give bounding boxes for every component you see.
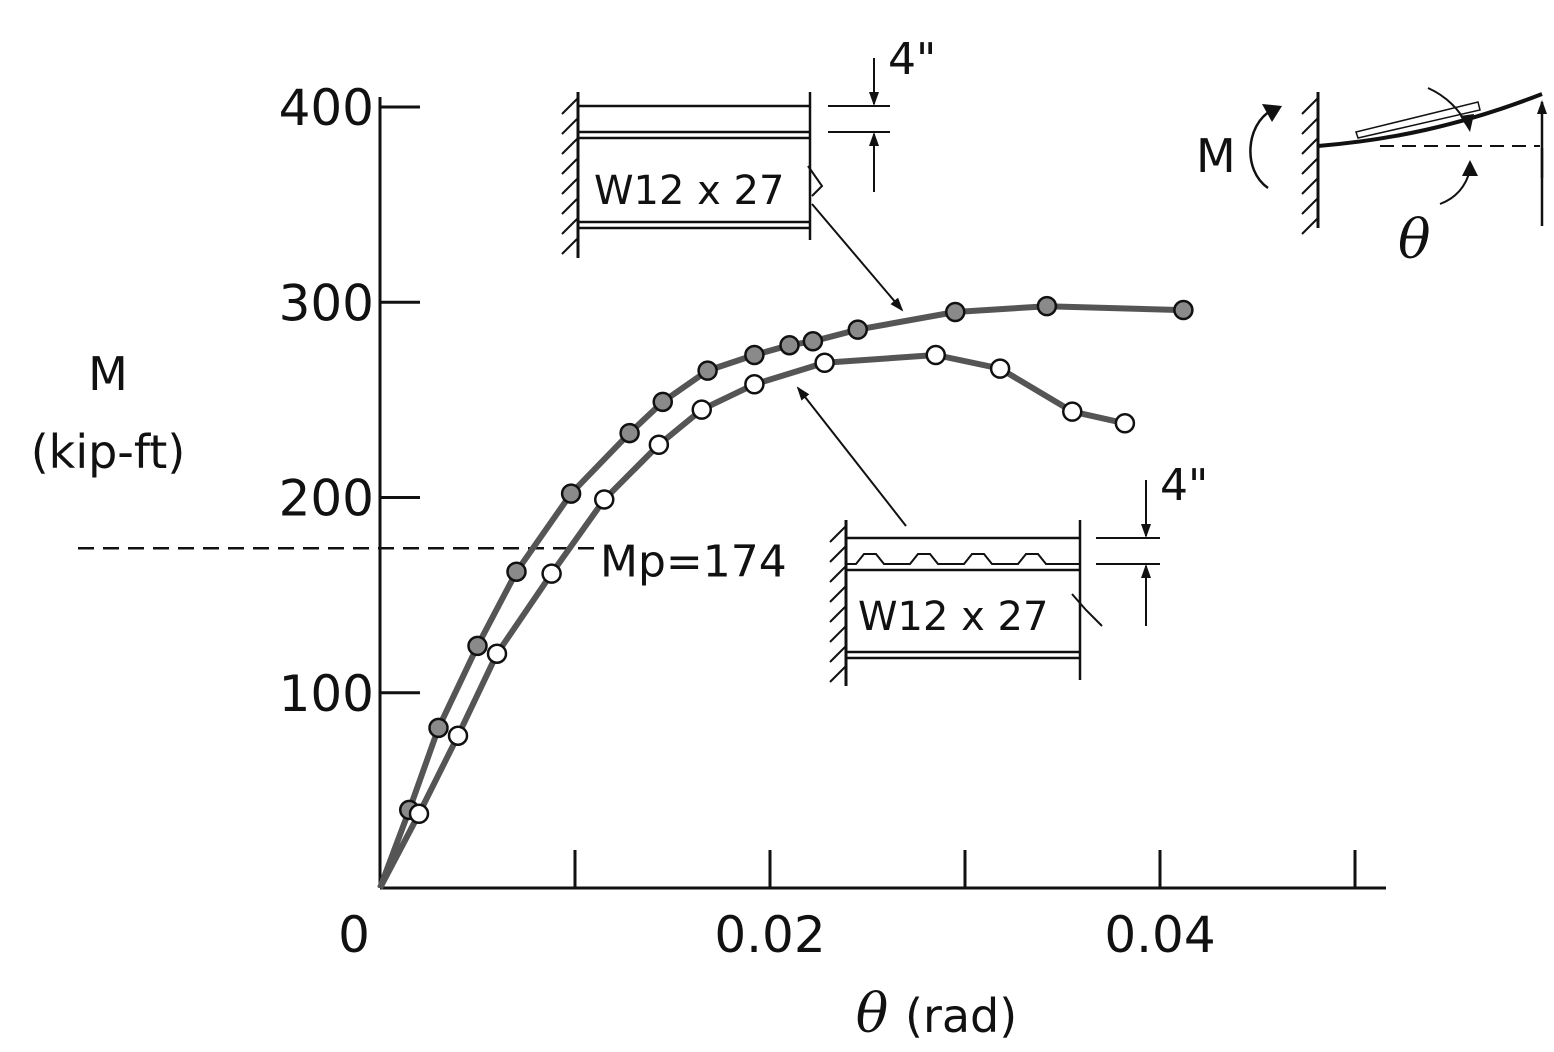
x-axis-label-unit: (rad) <box>905 989 1017 1043</box>
series-0-line <box>377 303 1184 890</box>
y-tick-label-2: 300 <box>279 274 374 332</box>
series-0 <box>377 295 1194 890</box>
section-diagram-ribbed-deck: 4" W12 x 27 <box>796 386 1208 686</box>
series-1-point-12 <box>1062 401 1083 422</box>
series-0-point-10 <box>779 334 800 356</box>
section-label-top: W12 x 27 <box>594 168 784 214</box>
series-0-point-5 <box>560 483 582 504</box>
series-1-point-11 <box>989 358 1011 379</box>
series-0-point-11 <box>802 331 824 352</box>
y-axis-label-unit: (kip-ft) <box>31 425 186 479</box>
x-tick-label-2: 0.04 <box>1104 906 1215 964</box>
series-1-point-5 <box>594 489 615 510</box>
y-tick-label-1: 200 <box>279 470 374 528</box>
x-tick-label-1: 0.02 <box>714 906 825 964</box>
moment-symbol-sketch: M <box>1196 129 1236 183</box>
series-1-point-4 <box>541 563 562 584</box>
slab-depth-label-bottom: 4" <box>1160 460 1208 511</box>
theta-symbol-sketch: θ <box>1398 208 1431 271</box>
series-0-point-12 <box>847 319 868 340</box>
series-1-point-13 <box>1114 413 1136 434</box>
series-1-point-3 <box>486 643 508 664</box>
y-tick-label-3: 400 <box>279 79 374 137</box>
slab-depth-label-top: 4" <box>888 34 936 85</box>
series-0-point-9 <box>744 344 765 366</box>
series-0-point-14 <box>1036 295 1058 317</box>
series-0-point-6 <box>619 422 640 444</box>
series-0-point-13 <box>945 301 966 323</box>
series-0-point-2 <box>428 717 449 739</box>
series-1-point-8 <box>744 374 765 395</box>
plastic-moment-label: Mp=174 <box>600 536 787 587</box>
x-tick-labels: 0 0.02 0.04 <box>338 906 1216 964</box>
section-diagram-solid-slab: 4" W12 x 27 <box>561 34 936 312</box>
x-tick-label-0: 0 <box>338 906 370 964</box>
series-1 <box>377 344 1136 890</box>
series-1-point-2 <box>447 725 469 746</box>
series-1-line <box>377 352 1126 890</box>
series-1-point-10 <box>925 344 946 366</box>
y-ticks <box>380 105 420 695</box>
loading-sketch: M θ <box>1196 87 1547 271</box>
series-0-point-15 <box>1173 299 1194 321</box>
y-axis-label-symbol: M <box>88 347 128 401</box>
series-0-point-4 <box>506 561 527 582</box>
x-ticks <box>573 850 1357 888</box>
series-1-point-6 <box>648 434 670 456</box>
series-1-point-7 <box>691 399 712 420</box>
series-0-point-3 <box>467 635 488 657</box>
series-layer <box>377 295 1194 890</box>
series-1-point-1 <box>408 803 430 825</box>
section-label-bottom: W12 x 27 <box>858 594 1048 640</box>
series-1-point-9 <box>814 352 835 374</box>
series-0-point-7 <box>652 391 673 413</box>
y-tick-labels: 100 200 300 400 <box>279 79 374 723</box>
series-0-point-8 <box>697 360 718 381</box>
y-tick-label-0: 100 <box>279 665 374 723</box>
x-axis-label-symbol: θ <box>856 982 889 1045</box>
